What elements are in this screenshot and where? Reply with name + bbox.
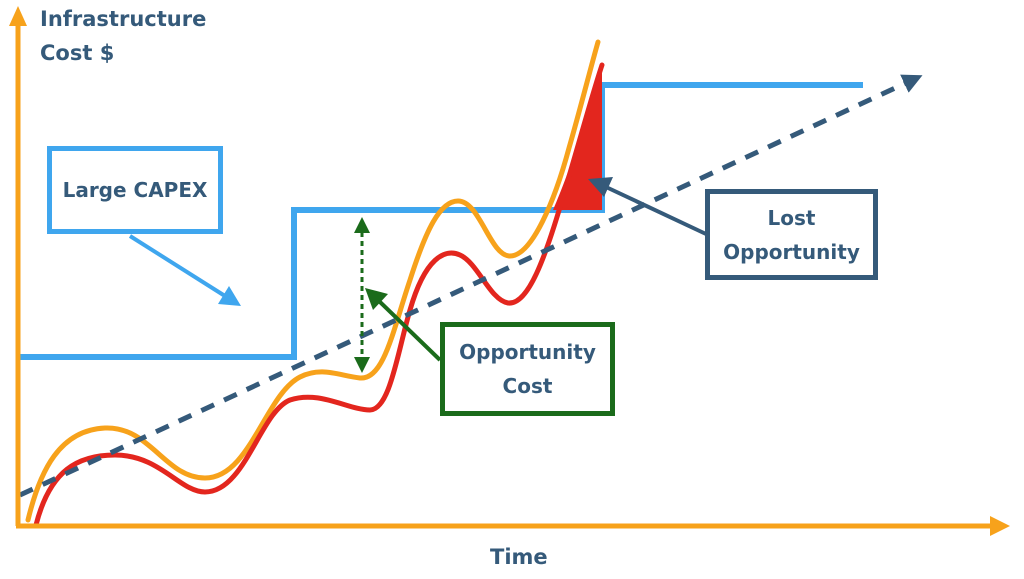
opportunity-connector [378,300,442,362]
x-axis-title: Time [490,545,548,569]
y-axis-title-line: Cost $ [40,41,115,65]
callout-text: Opportunity [459,340,596,364]
demand-curve-orange [25,39,601,523]
callout-text: Large CAPEX [62,178,208,202]
lost-opportunity-area [553,62,602,210]
capex-connector [128,234,227,298]
callout-text: Lost [767,205,816,230]
y-axis-arrowhead [9,6,27,26]
lost-connector [605,185,707,236]
opportunity-cost-callout: Opportunity Cost [440,322,615,416]
capacity-step-line [20,82,863,360]
capex-connector-arrowhead [218,286,241,306]
callout-text: Cost [502,374,553,398]
opportunity-gap-arrowhead-bottom [354,357,370,373]
x-axis-arrowhead [990,516,1010,536]
trend-line [18,74,923,498]
callout-text: Opportunity [723,239,860,264]
demand-curve-red [33,62,605,528]
y-axis-title: Infrastructure Cost $ [40,2,206,70]
lost-connector-arrowhead [588,177,613,197]
opportunity-connector-arrowhead [365,288,388,310]
y-axis-title-line: Infrastructure [40,7,207,31]
opportunity-gap-arrowhead-top [354,217,370,233]
large-capex-callout: Large CAPEX [47,146,223,234]
lost-opportunity-callout: Lost Opportunity [705,189,878,280]
